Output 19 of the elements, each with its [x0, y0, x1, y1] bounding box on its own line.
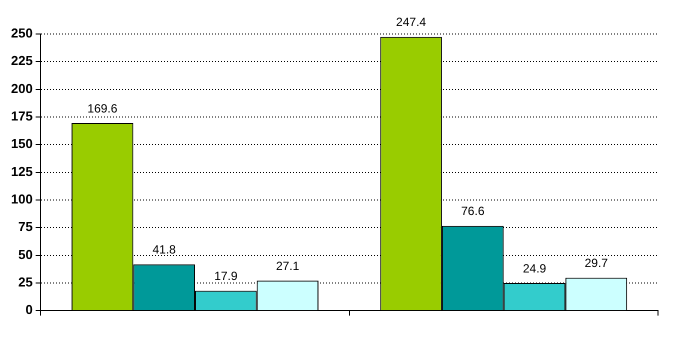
y-tick-label: 125: [10, 164, 33, 179]
y-tick-label: 175: [10, 108, 33, 124]
y-tick-label: 200: [10, 80, 33, 96]
y-tick-label: 0: [25, 302, 33, 318]
y-tick-label: 75: [18, 219, 33, 234]
y-tick-label: 50: [18, 246, 33, 262]
y-tick-label: 100: [10, 192, 33, 207]
y-tick-label: 150: [10, 136, 33, 152]
y-tick-label: 250: [10, 26, 33, 41]
data-label: 169.6: [87, 101, 118, 116]
data-label: 17.9: [214, 269, 238, 284]
y-tick-label: 225: [10, 53, 33, 68]
data-label: 247.4: [396, 15, 426, 30]
data-label: 24.9: [522, 261, 547, 276]
data-label: 76.6: [461, 204, 485, 218]
data-label: 27.1: [276, 258, 300, 273]
data-label: 29.7: [584, 256, 608, 270]
data-label: 41.8: [152, 242, 176, 257]
y-tick-label: 25: [18, 274, 33, 290]
